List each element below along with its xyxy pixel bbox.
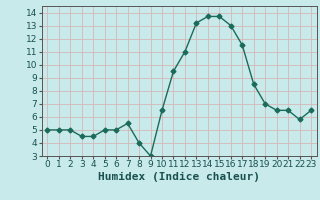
X-axis label: Humidex (Indice chaleur): Humidex (Indice chaleur) [98, 172, 260, 182]
